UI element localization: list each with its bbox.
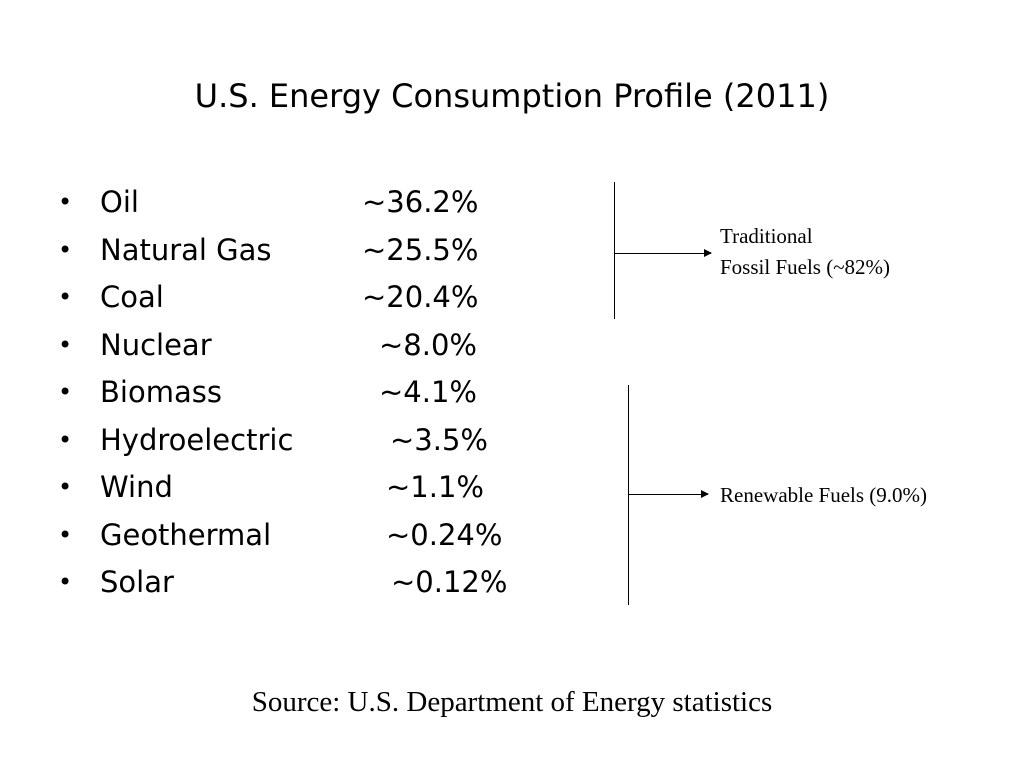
bullet-icon: • xyxy=(58,520,73,549)
energy-source-name: Coal xyxy=(100,280,164,314)
energy-share-value: ~3.5% xyxy=(390,422,488,457)
energy-source-name: Wind xyxy=(100,470,173,504)
energy-share-value: ~25.5% xyxy=(362,232,479,267)
energy-share-value: ~8.0% xyxy=(379,327,477,362)
energy-source-name: Hydroelectric xyxy=(100,422,294,457)
energy-share-value: ~1.1% xyxy=(386,470,484,504)
energy-source-name: Geothermal xyxy=(100,517,272,552)
energy-source-name: Oil xyxy=(100,185,139,219)
bullet-icon: • xyxy=(58,188,73,216)
renewable-fuels-label: Renewable Fuels (9.0%) xyxy=(720,483,928,507)
fossil-fuels-label: Traditional Fossil Fuels (~82%) xyxy=(720,221,890,283)
slide-title: U.S. Energy Consumption Profile (2011) xyxy=(194,77,830,115)
energy-share-value: ~0.24% xyxy=(386,517,503,552)
energy-source-name: Biomass xyxy=(100,375,222,409)
energy-share-value: ~20.4% xyxy=(362,280,479,314)
bullet-icon: • xyxy=(58,235,73,264)
fossil-fuels-label-line2: Fossil Fuels (~82%) xyxy=(720,255,891,279)
bullet-icon: • xyxy=(58,568,73,596)
energy-source-name: Natural Gas xyxy=(100,232,272,267)
fossil-fuels-arrow-icon xyxy=(614,249,712,257)
renewable-fuels-bracket-line xyxy=(628,385,629,605)
bullet-icon: • xyxy=(58,330,73,359)
bullet-icon: • xyxy=(58,283,73,311)
energy-share-value: ~0.12% xyxy=(391,565,508,599)
bullet-icon: • xyxy=(58,473,73,501)
energy-share-value: ~4.1% xyxy=(379,375,477,409)
energy-source-name: Solar xyxy=(100,565,174,599)
bullet-icon: • xyxy=(58,425,73,454)
fossil-fuels-bracket-line xyxy=(614,182,615,319)
energy-source-name: Nuclear xyxy=(100,327,212,362)
bullet-icon: • xyxy=(58,378,73,406)
fossil-fuels-label-line1: Traditional xyxy=(720,224,813,248)
renewable-fuels-arrow-icon xyxy=(628,490,709,498)
source-note: Source: U.S. Department of Energy statis… xyxy=(251,686,773,718)
energy-share-value: ~36.2% xyxy=(362,185,479,219)
